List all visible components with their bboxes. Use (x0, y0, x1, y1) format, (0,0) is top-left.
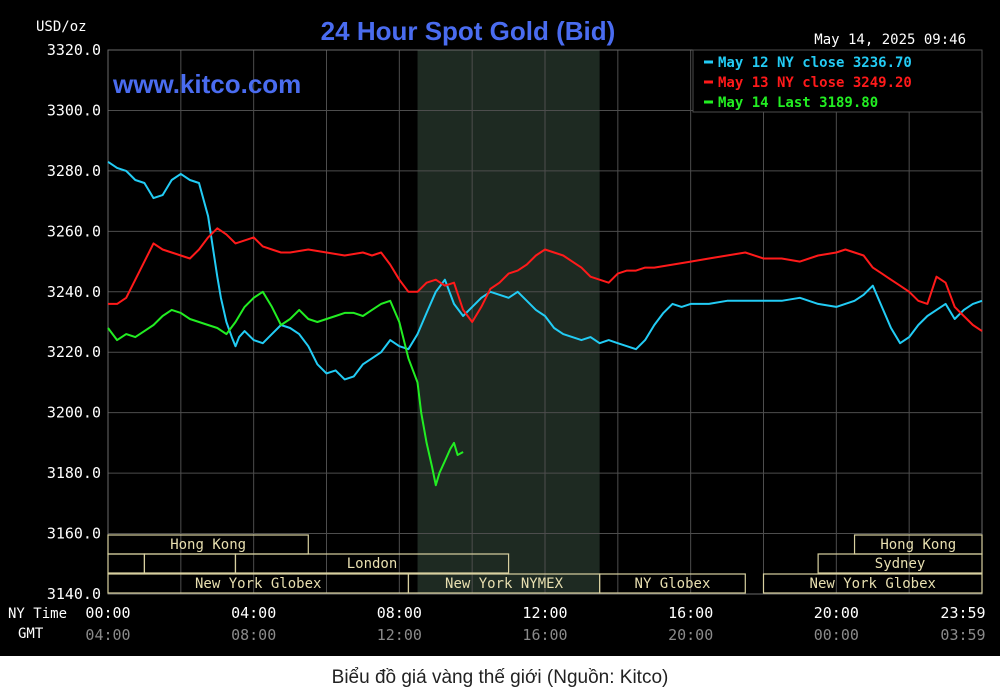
y-tick-label: 3280.0 (47, 162, 101, 180)
series-line-2 (108, 227, 983, 332)
x-tick-label-gmt: 00:00 (814, 626, 859, 644)
y-tick-label: 3160.0 (47, 525, 101, 543)
session-label: London (347, 556, 398, 572)
y-tick-label: 3240.0 (47, 283, 101, 301)
x-axis-ny-label: NY Time (8, 606, 67, 622)
legend-entry: May 12 NY close 3236.70 (718, 55, 912, 71)
x-tick-label-gmt: 08:00 (231, 626, 276, 644)
x-tick-label-ny: 16:00 (668, 604, 713, 622)
watermark-text: www.kitco.com (112, 69, 301, 99)
x-axis-gmt-label: GMT (18, 626, 44, 642)
session-box (762, 573, 983, 594)
figure-caption: Biểu đồ giá vàng thế giới (Nguồn: Kitco) (331, 667, 669, 688)
session-label: New York NYMEX (445, 576, 564, 592)
plot-frame (107, 49, 983, 595)
y-tick-label: 3140.0 (47, 585, 101, 603)
x-tick-label-gmt: 20:00 (668, 626, 713, 644)
session-label: Hong Kong (880, 537, 956, 553)
session-box (143, 553, 237, 574)
nymex-session-shade (417, 50, 600, 594)
legend-entry: May 14 Last 3189.80 (718, 95, 878, 111)
y-tick-label: 3200.0 (47, 404, 101, 422)
y-tick-label: 3320.0 (47, 41, 101, 59)
session-label: NY Globex (635, 576, 711, 592)
y-tick-label: 3180.0 (47, 464, 101, 482)
chart-canvas: Hong Kong London New York Globex New York N… (8, 16, 986, 644)
series-line-1 (107, 160, 983, 381)
y-axis-unit-label: USD/oz (36, 19, 87, 35)
session-box (234, 553, 510, 574)
session-label: New York Globex (195, 576, 321, 592)
session-box (599, 573, 746, 594)
x-tick-label-ny: 00:00 (85, 604, 130, 622)
timestamp-label: May 14, 2025 09:46 (814, 32, 966, 48)
session-box (107, 553, 146, 574)
x-tick-label-gmt: 03:59 (940, 626, 985, 644)
x-tick-label-gmt: 12:00 (377, 626, 422, 644)
legend-box (692, 49, 983, 113)
session-label: Sydney (875, 556, 926, 572)
y-tick-label: 3220.0 (47, 343, 101, 361)
y-tick-label: 3260.0 (47, 222, 101, 240)
x-tick-label-ny: 04:00 (231, 604, 276, 622)
x-tick-label-gmt: 16:00 (522, 626, 567, 644)
legend: May 12 NY close 3236.70 May 13 NY close 3… (692, 49, 983, 113)
legend-entry: May 13 NY close 3249.20 (718, 75, 912, 91)
x-tick-label-ny: 23:59 (940, 604, 985, 622)
chart-title: 24 Hour Spot Gold (Bid) (321, 16, 616, 46)
session-box (817, 553, 983, 574)
x-tick-label-ny: 12:00 (522, 604, 567, 622)
session-label: New York Globex (810, 576, 936, 592)
series-line-3 (107, 290, 464, 487)
x-tick-label-ny: 20:00 (814, 604, 859, 622)
y-tick-label: 3300.0 (47, 101, 101, 119)
x-tick-label-ny: 08:00 (377, 604, 422, 622)
session-label: Hong Kong (170, 537, 246, 553)
x-tick-label-gmt: 04:00 (85, 626, 130, 644)
gold-price-chart: Hong Kong London New York Globex New York N… (0, 0, 1000, 656)
